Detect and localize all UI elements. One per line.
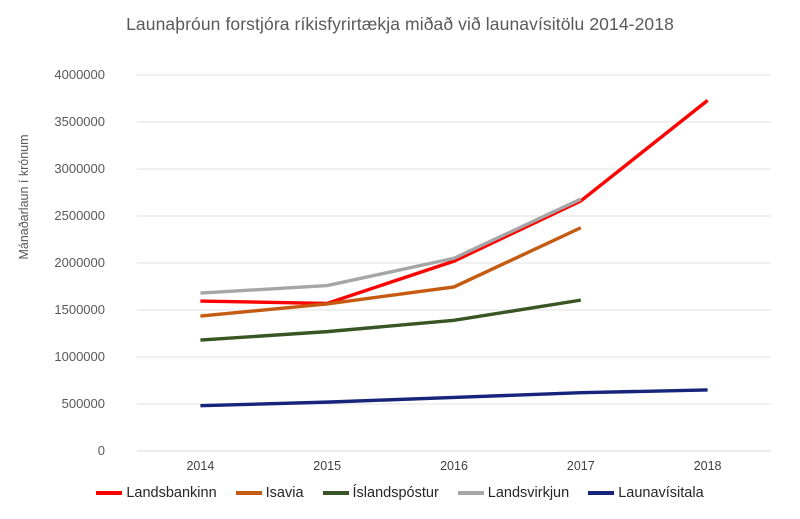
legend-swatch-icon [235,491,262,495]
series-lines [200,99,709,408]
x-tick-label: 2017 [566,459,595,473]
series-line-landsbankinn [200,99,709,306]
y-tick-label: 2000000 [54,255,105,270]
y-tick-label: 0 [97,443,105,458]
chart-legend: Landsbankinn Isavia Íslandspóstur Landsvirk… [0,485,800,501]
legend-swatch-icon [457,491,484,495]
legend-swatch-icon [96,491,123,495]
series-line--slandsp-stur [200,298,582,342]
y-tick-label: 3000000 [54,161,105,176]
gridlines [137,74,771,452]
legend-item[interactable]: Landsbankinn [96,485,217,501]
y-tick-label: 2500000 [54,208,105,223]
legend-label: Launavísitala [618,485,704,501]
legend-label: Isavia [265,485,304,501]
legend-label: Landsvirkjun [487,485,570,501]
legend-label: Íslandspóstur [352,485,439,501]
y-tick-label: 4000000 [54,67,105,82]
y-tick-label: 1000000 [54,349,105,364]
legend-item[interactable]: Íslandspóstur [322,485,439,501]
legend-item[interactable]: Landsvirkjun [457,485,570,501]
y-tick-label: 500000 [61,396,105,411]
legend-item[interactable]: Launavísitala [588,485,704,501]
y-tick-label: 3500000 [54,114,105,129]
legend-swatch-icon [588,491,615,495]
series-line-landsvirkjun [200,197,582,295]
x-tick-label: 2018 [693,459,722,473]
y-tick-label: 1500000 [54,302,105,317]
y-axis-tick-labels: 0 500000 1000000 1500000 2000000 2500000 30000… [25,0,105,519]
x-tick-label: 2015 [313,459,342,473]
legend-label: Landsbankinn [126,485,217,501]
legend-swatch-icon [322,491,349,495]
x-tick-label: 2016 [440,459,468,473]
x-tick-label: 2014 [186,459,215,473]
series-line-launav-sitala [200,388,708,408]
legend-item[interactable]: Isavia [235,485,304,501]
series-line-isavia [200,226,582,318]
chart-title: Launaþróun forstjóra ríkisfyrirtækja mið… [126,14,674,34]
